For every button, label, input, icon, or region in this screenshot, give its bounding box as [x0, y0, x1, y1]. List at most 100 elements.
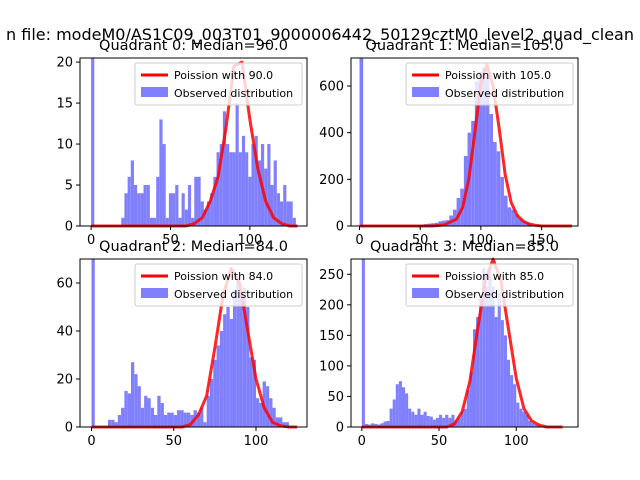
x-tick-label: 0 [87, 434, 95, 449]
hist-bar [242, 287, 247, 427]
hist-bar [91, 259, 95, 427]
hist-bar [254, 135, 258, 226]
x-tick-label: 100 [504, 434, 529, 449]
hist-bar [177, 410, 181, 427]
hist-bar [452, 209, 457, 226]
hist-bar [361, 259, 365, 427]
hist-bar [456, 198, 461, 226]
hist-bar [442, 220, 446, 226]
hist-bar [114, 422, 118, 427]
histogram [91, 58, 296, 226]
hist-bar [140, 193, 144, 226]
hist-bar [165, 217, 169, 226]
hist-bar [167, 412, 171, 427]
hist-bar [249, 357, 253, 427]
hist-bar [156, 176, 160, 226]
hist-bar [270, 185, 274, 226]
hist-bar [216, 152, 220, 226]
hist-bar [411, 411, 415, 427]
poisson-line [359, 63, 572, 228]
hist-bar [184, 209, 188, 226]
hist-bar [398, 381, 402, 427]
hist-bar [235, 103, 239, 226]
x-tick-label: 100 [244, 434, 269, 449]
hist-bar [160, 403, 164, 427]
hist-bar [203, 422, 207, 427]
hist-bar [445, 414, 449, 427]
hist-bar [460, 411, 464, 427]
hist-bar [466, 390, 470, 427]
chart-panel-2: 0 50 100 0 20 40 60 Quadrant 2: Median=84.0 Pois… [56, 239, 308, 449]
hist-bar [186, 412, 191, 427]
hist-bar [289, 201, 293, 226]
legend: Poission with 105.0 Observed distribution [405, 62, 574, 106]
hist-bar [127, 393, 131, 427]
hist-bar [107, 419, 112, 427]
histogram [361, 259, 541, 427]
y-tick-label: 100 [319, 359, 344, 374]
panels: 0 50 100 0 5 10 15 20 Quadrant 0: Median=90.0 Poi… [56, 38, 579, 449]
hist-bar [283, 185, 287, 226]
hist-bar [359, 58, 364, 226]
hist-bar [127, 176, 131, 226]
y-tick-label: 0 [336, 421, 344, 436]
hist-bar [183, 412, 187, 427]
hist-bar [168, 193, 173, 226]
hist-bar [144, 395, 148, 427]
hist-bar [213, 359, 217, 427]
chart-panel-1: 0 50 100 150 0 200 400 600 Quadrant 1: Median=10… [319, 38, 579, 248]
y-tick-label: 0 [65, 421, 73, 436]
hist-bar [503, 335, 507, 427]
hist-bar [380, 423, 384, 427]
hist-bar [511, 209, 515, 226]
hist-bar [124, 193, 128, 226]
hist-bar [280, 201, 284, 226]
x-tick-label: 0 [358, 434, 366, 449]
hist-bar [147, 398, 151, 427]
hist-bar [531, 423, 535, 427]
hist-bar [222, 111, 227, 226]
hist-bar [534, 424, 538, 427]
hist-bar [219, 144, 223, 226]
hist-bar [252, 359, 257, 427]
hist-bar [146, 185, 150, 226]
legend: Poission with 84.0 Observed distribution [134, 263, 303, 307]
hist-bar [395, 384, 399, 427]
hist-bar [149, 217, 154, 226]
y-tick-label: 0 [65, 220, 73, 235]
hist-bar [474, 81, 479, 226]
hist-bar [469, 372, 473, 427]
hist-bar [500, 320, 504, 427]
hist-bar [491, 286, 495, 427]
legend-box [405, 62, 574, 106]
legend-hist-swatch [412, 288, 439, 298]
y-tick-label: 20 [56, 373, 73, 388]
hist-bar [197, 176, 201, 226]
hist-bar [507, 207, 512, 226]
hist-bar [265, 386, 270, 427]
hist-bar [420, 414, 424, 427]
hist-bar [503, 195, 508, 226]
hist-bar [275, 417, 280, 427]
hist-bar [451, 414, 455, 427]
hist-bar [170, 412, 174, 427]
legend-label: Observed distribution [445, 87, 564, 100]
axes-frame [350, 258, 579, 428]
hist-bar [259, 403, 263, 427]
hist-bar [485, 76, 490, 226]
hist-bar [273, 160, 277, 226]
hist-bar [238, 152, 242, 226]
hist-bar [246, 307, 250, 427]
hist-bar [130, 362, 135, 427]
hist-bar [439, 414, 443, 427]
x-tick-label: 100 [237, 233, 262, 248]
hist-bar [257, 160, 261, 226]
legend-label: Observed distribution [174, 288, 293, 301]
hist-bar [175, 185, 179, 226]
x-tick-label: 50 [162, 233, 179, 248]
panel-title: Quadrant 2: Median=84.0 [99, 239, 288, 255]
hist-bar [134, 374, 138, 427]
hist-bar [117, 415, 122, 427]
x-tick-label: 150 [529, 233, 554, 248]
legend-box [134, 62, 303, 106]
